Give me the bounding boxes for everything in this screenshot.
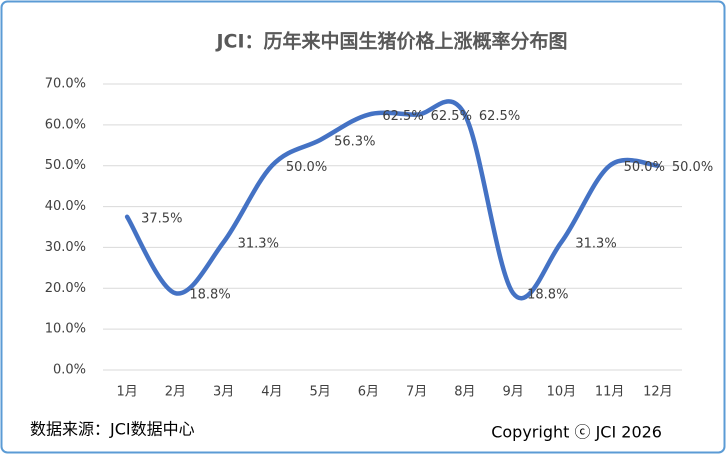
data-label: 18.8% bbox=[189, 288, 230, 303]
data-label: 18.8% bbox=[527, 288, 568, 303]
data-label: 50.0% bbox=[624, 160, 665, 175]
y-tick-label: 50.0% bbox=[45, 158, 86, 173]
x-tick-label: 4月 bbox=[261, 385, 282, 400]
data-label: 62.5% bbox=[382, 109, 423, 124]
x-tick-label: 12月 bbox=[643, 385, 673, 400]
x-tick-label: 2月 bbox=[165, 385, 186, 400]
y-tick-label: 60.0% bbox=[45, 117, 86, 132]
data-label: 31.3% bbox=[575, 237, 616, 252]
y-tick-label: 0.0% bbox=[53, 363, 86, 378]
y-tick-label: 10.0% bbox=[45, 322, 86, 337]
chart-title: JCI：历年来中国生猪价格上涨概率分布图 bbox=[214, 30, 567, 53]
data-label: 50.0% bbox=[672, 160, 713, 175]
data-label: 31.3% bbox=[238, 237, 279, 252]
y-tick-label: 20.0% bbox=[45, 281, 86, 296]
x-tick-label: 3月 bbox=[213, 385, 234, 400]
y-tick-label: 40.0% bbox=[45, 199, 86, 214]
x-tick-label: 1月 bbox=[116, 385, 137, 400]
x-tick-label: 6月 bbox=[358, 385, 379, 400]
y-tick-label: 30.0% bbox=[45, 240, 86, 255]
data-label: 37.5% bbox=[141, 211, 182, 226]
x-tick-label: 9月 bbox=[502, 385, 523, 400]
data-label: 50.0% bbox=[286, 160, 327, 175]
data-label: 62.5% bbox=[431, 109, 472, 124]
copyright-note: Copyright ⓒ JCI 2026 bbox=[491, 423, 662, 442]
source-note: 数据来源：JCI数据中心 bbox=[30, 420, 195, 439]
data-label: 62.5% bbox=[479, 109, 520, 124]
data-label: 56.3% bbox=[334, 134, 375, 149]
x-tick-label: 8月 bbox=[454, 385, 475, 400]
x-tick-label: 7月 bbox=[406, 385, 427, 400]
x-tick-label: 5月 bbox=[309, 385, 330, 400]
data-line bbox=[124, 99, 661, 301]
x-tick-label: 10月 bbox=[547, 385, 577, 400]
x-tick-label: 11月 bbox=[595, 385, 625, 400]
y-tick-label: 70.0% bbox=[45, 77, 86, 92]
